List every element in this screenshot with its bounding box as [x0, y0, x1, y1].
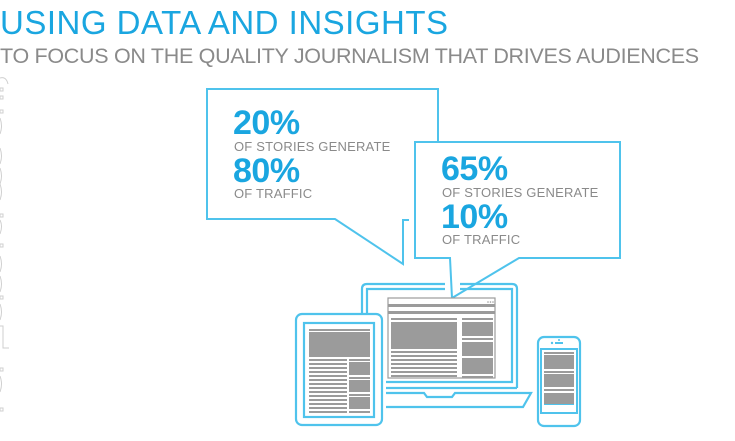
speech-bubble-2	[414, 141, 621, 300]
bubble-2-stat-stories: 65%	[441, 150, 508, 188]
laptop-icon	[360, 282, 533, 409]
bubble-1-label-traffic: OF TRAFFIC	[234, 186, 313, 201]
page-subtitle: TO FOCUS ON THE QUALITY JOURNALISM THAT …	[0, 44, 699, 68]
bubble-1-stat-stories: 20%	[233, 104, 300, 142]
left-edge-decoration	[0, 77, 9, 412]
tablet-icon	[294, 312, 384, 427]
bubble-2-stat-traffic: 10%	[441, 198, 508, 236]
bubble-2-label-stories: OF STORIES GENERATE	[442, 185, 599, 200]
bubble-2-label-traffic: OF TRAFFIC	[442, 232, 521, 247]
bubble-1-stat-traffic: 80%	[233, 152, 300, 190]
laptop-screen-content	[387, 297, 496, 379]
phone-icon	[536, 335, 582, 428]
page-title: USING DATA AND INSIGHTS	[0, 4, 449, 41]
bubble-1-label-stories: OF STORIES GENERATE	[234, 139, 391, 154]
speech-bubble-1	[206, 88, 439, 266]
